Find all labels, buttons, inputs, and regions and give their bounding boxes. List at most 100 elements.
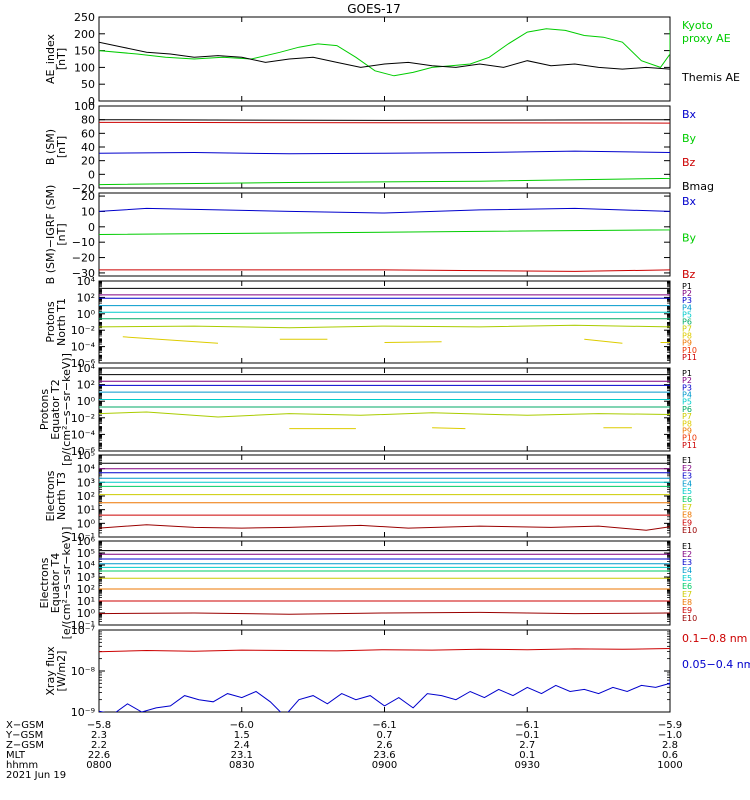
series-label: E4 [682, 479, 692, 488]
y-axis-label: B (SM)−IGRF (SM) [44, 185, 57, 285]
series-line-P8 [122, 336, 219, 344]
series-label: P2 [682, 376, 692, 385]
series-label: Bz [682, 156, 696, 169]
y-axis-label: [p/(cm²−s−sr−keV)] [60, 353, 73, 466]
series-label: P6 [682, 405, 692, 414]
series-label: E9 [682, 518, 692, 527]
series-line-E10 [99, 611, 670, 615]
y-tick-label: 20 [81, 190, 95, 203]
x-row-value: 1000 [657, 760, 682, 771]
y-axis-label: [nT] [55, 136, 68, 158]
y-tick-label: 10⁻¹ [71, 619, 95, 632]
series-label: P6 [682, 317, 692, 326]
y-tick-label: −10 [72, 236, 95, 249]
y-tick-label: 100 [74, 61, 95, 74]
x-row-value: −5.8 [87, 720, 111, 731]
series-label: P3 [682, 296, 692, 305]
figure-title: GOES-17 [347, 2, 401, 16]
series-label: Kyoto [682, 19, 713, 32]
x-row-value: 22.6 [88, 750, 110, 761]
y-tick-label: 10 [81, 205, 95, 218]
y-axis-label: Equator T2 [49, 379, 62, 439]
x-row-value: −5.9 [658, 720, 682, 731]
y-axis-label: Protons [38, 389, 51, 430]
y-tick-label: 10⁰ [77, 517, 96, 530]
x-row-value: 0900 [372, 760, 397, 771]
series-label: E8 [682, 511, 692, 520]
series-label: E5 [682, 487, 692, 496]
y-tick-label: 10² [77, 379, 95, 392]
y-tick-label: −20 [72, 252, 95, 265]
date-label: 2021 Jun 19 [6, 770, 66, 781]
series-label: P1 [682, 282, 692, 291]
series-line-P8 [584, 338, 623, 344]
x-row-value: 1.5 [234, 730, 250, 741]
x-row-value: 2.7 [519, 740, 535, 751]
series-label: P4 [682, 303, 692, 312]
y-tick-label: 10⁴ [77, 362, 96, 375]
y-axis-label: Xray flux [44, 646, 57, 696]
x-row-value: −0.1 [515, 730, 539, 741]
y-tick-label: 10⁻¹ [71, 531, 95, 544]
y-tick-label: 10⁻⁴ [71, 428, 96, 441]
y-tick-label: 100 [74, 100, 95, 113]
series-label: P4 [682, 391, 692, 400]
y-axis-label: B (SM) [44, 129, 57, 165]
y-tick-label: 10² [77, 583, 95, 596]
panel-xray: 10⁻⁷ 10⁻⁸ 10⁻⁹ Xray flux[W/m2] 0.1−0.8 nm 0.0… [44, 624, 750, 719]
x-row-value: 0.1 [519, 750, 535, 761]
x-row-value: 2.4 [234, 740, 250, 751]
series-label: P9 [682, 339, 692, 348]
series-line-Bx [99, 150, 670, 155]
y-tick-label: 10⁻⁷ [71, 624, 95, 637]
panel-frame [98, 454, 671, 538]
y-tick-label: 10⁻⁶ [71, 445, 96, 458]
series-label: Bx [682, 108, 697, 121]
series-label: 0.05−0.4 nm [682, 658, 750, 671]
series-label: P5 [682, 310, 692, 319]
y-tick-label: 10³ [77, 476, 95, 489]
series-label: Bmag [682, 180, 714, 193]
series-label: E7 [682, 503, 692, 512]
series-label: P9 [682, 426, 692, 435]
x-axis-table: X−GSM −5.8 −6.0 −6.1 −6.1 −5.9 Y−GSM 2.3 1.5 0.7 −… [5, 720, 683, 781]
y-tick-label: 10⁻⁶ [71, 357, 96, 370]
y-tick-label: −30 [72, 267, 95, 280]
series-line-E10 [99, 524, 670, 531]
y-tick-label: 10² [77, 291, 95, 304]
series-label: P5 [682, 398, 692, 407]
y-tick-label: 10¹ [77, 504, 95, 517]
x-row-value: −6.1 [515, 720, 539, 731]
series-label: P11 [682, 441, 697, 450]
y-tick-label: 10⁻⁸ [71, 665, 96, 678]
series-label: E10 [682, 614, 697, 623]
series-line-P8 [384, 341, 442, 343]
series-label: By [682, 232, 697, 245]
panel-frame [98, 629, 671, 713]
x-row-label: Y−GSM [5, 730, 43, 741]
series-label: P2 [682, 289, 692, 298]
series-label: By [682, 132, 697, 145]
x-row-label: hhmm [6, 760, 38, 771]
series-label: E7 [682, 590, 692, 599]
series-line-Bz [99, 269, 670, 272]
y-axis-label: Equator T4 [49, 553, 62, 613]
y-tick-label: 150 [74, 45, 95, 58]
x-row-value: 0800 [86, 760, 111, 771]
x-row-label: X−GSM [6, 720, 44, 731]
y-tick-label: 10⁴ [77, 559, 96, 572]
series-line-Bz [99, 121, 670, 124]
series-line-P8 [432, 427, 466, 430]
y-tick-label: 10⁶ [77, 535, 96, 548]
series-label: Bz [682, 268, 696, 281]
y-tick-label: 10² [77, 490, 95, 503]
series-label: proxy AE [682, 32, 731, 45]
x-row-label: MLT [6, 750, 26, 761]
series-label: E6 [682, 495, 692, 504]
